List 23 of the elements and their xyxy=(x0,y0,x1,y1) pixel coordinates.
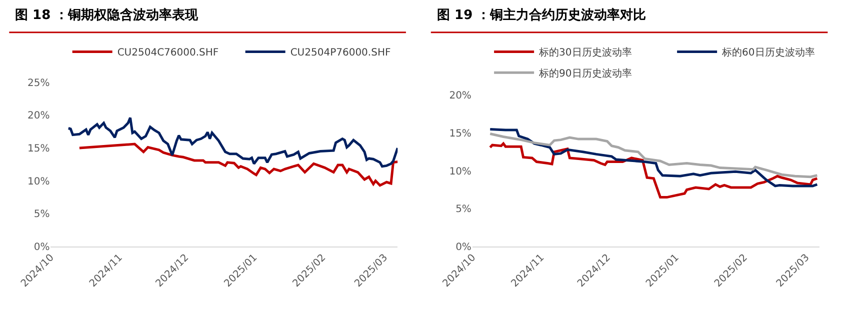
y-tick-label: 10% xyxy=(449,166,472,178)
y-tick-label: 15% xyxy=(27,143,50,154)
y-tick-label: 15% xyxy=(449,128,472,140)
y-tick-label: 25% xyxy=(27,78,50,89)
y-tick-label: 5% xyxy=(456,204,472,216)
line-series xyxy=(488,132,818,178)
y-tick-label: 10% xyxy=(27,176,50,188)
line-series xyxy=(488,128,818,188)
y-tick-label: 20% xyxy=(449,90,472,102)
legend-label: 标的60日历史波动率 xyxy=(721,46,815,59)
line-series xyxy=(67,116,398,168)
y-tick-label: 0% xyxy=(34,242,50,253)
y-tick-label: 20% xyxy=(27,110,50,122)
legend-label: CU2504C76000.SHF xyxy=(117,48,219,59)
legend-label: 标的90日历史波动率 xyxy=(538,68,632,80)
y-tick-label: 0% xyxy=(456,242,472,253)
y-tick-label: 5% xyxy=(34,209,50,220)
line-series xyxy=(78,142,398,187)
chart-title: 图 18 ：铜期权隐含波动率表现 xyxy=(15,7,200,23)
legend-label: 标的30日历史波动率 xyxy=(538,46,632,59)
line-series xyxy=(488,142,818,199)
chart-title: 图 19 ：铜主力合约历史波动率对比 xyxy=(437,7,646,23)
legend-label: CU2504P76000.SHF xyxy=(290,48,391,59)
